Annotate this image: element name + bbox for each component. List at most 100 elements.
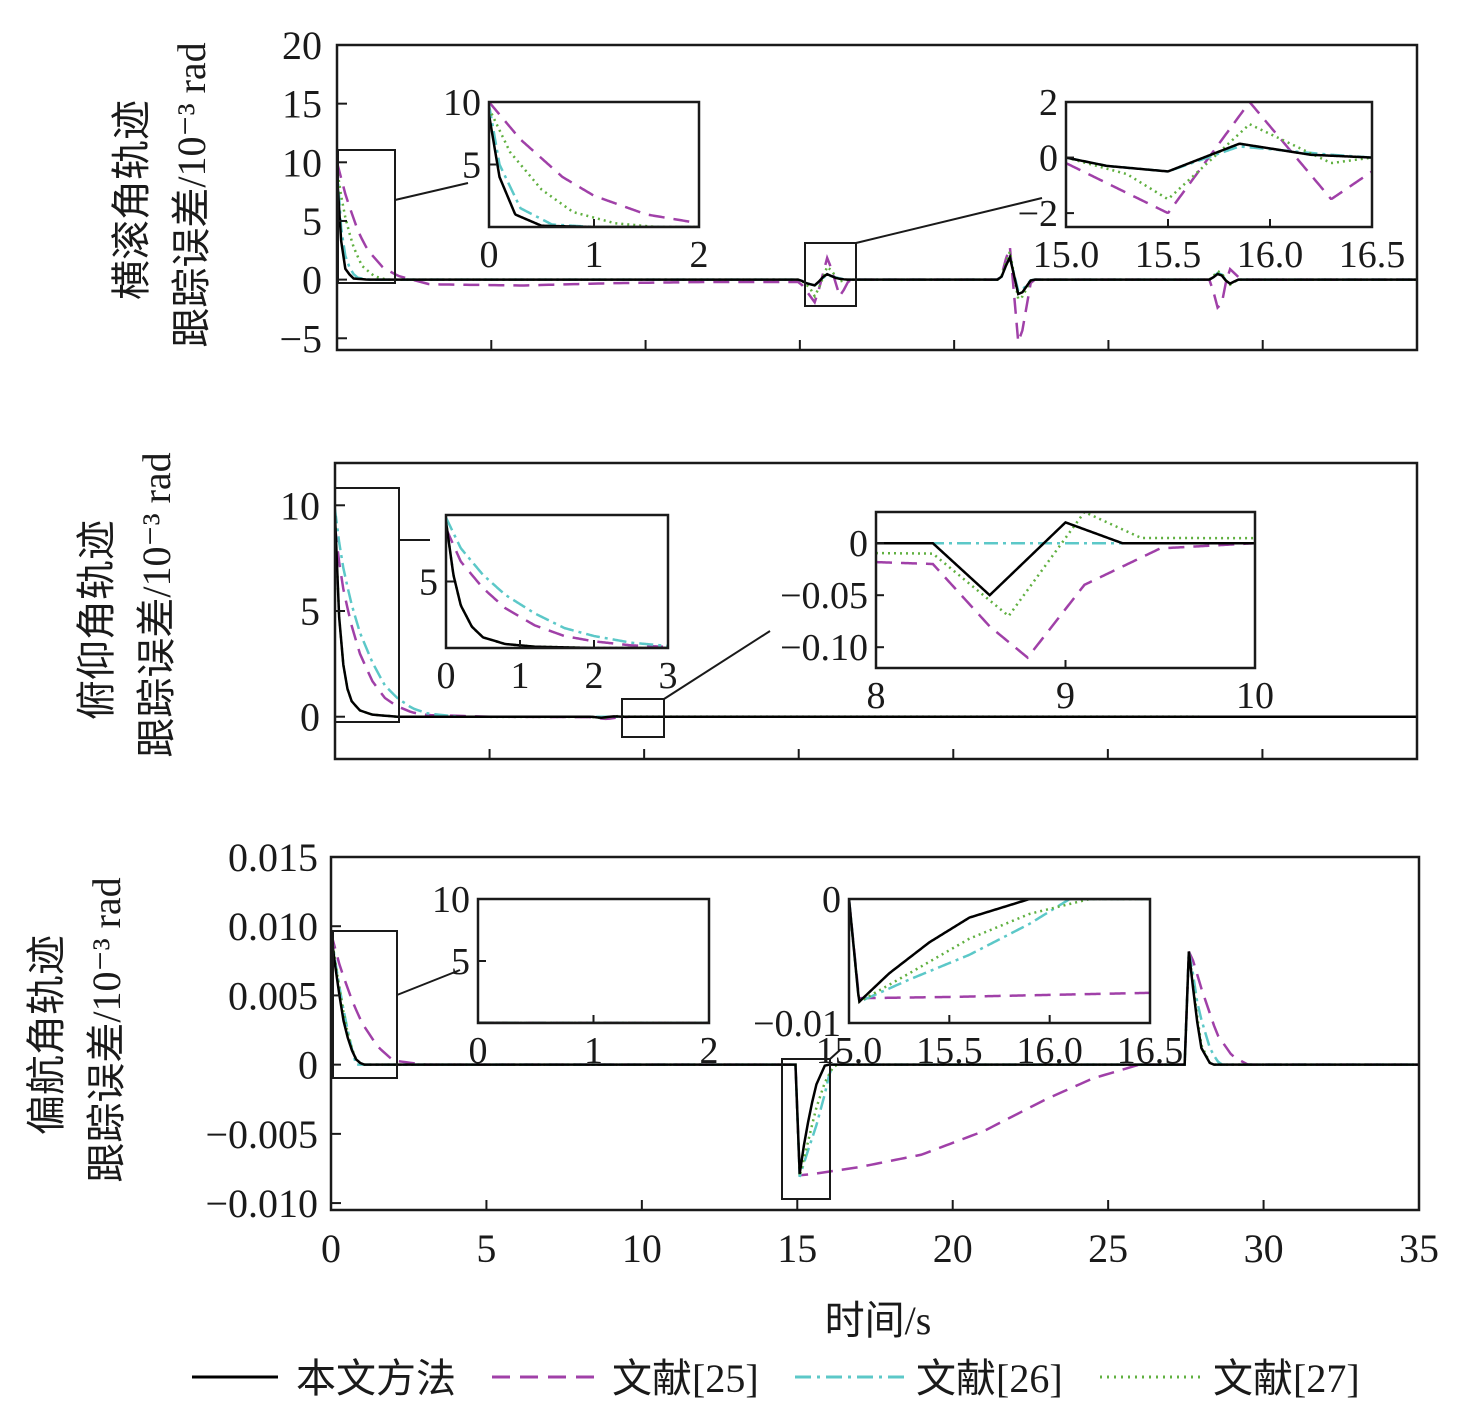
legend-label-ours: 本文方法 (296, 1356, 456, 1401)
panel2-inset2-series-ref27 (876, 512, 1255, 618)
panel3-inset2-series-ref25 (849, 899, 1150, 1000)
panel3-ytick-label: 0.005 (228, 973, 318, 1018)
panel3-inset2-ytick-label: −0.01 (753, 1003, 841, 1045)
panel3-xtick-label: 10 (622, 1226, 662, 1271)
panel3-xtick-label: 20 (933, 1226, 973, 1271)
panel1-inset2-frame (1064, 100, 1374, 229)
panel1-inset2-xtick-label: 16.0 (1237, 234, 1304, 276)
panel2-inset1-ytick-label: 5 (419, 562, 438, 604)
panel1-inset1-xtick-label: 1 (585, 234, 604, 276)
panel1-zoom-connector (394, 182, 469, 201)
panel1-inset2-xtick-label: 15.5 (1135, 234, 1202, 276)
panel1-inset1-xtick-label: 2 (690, 234, 709, 276)
panel2-inset2-background (876, 512, 1255, 668)
panel1-series-ref25 (337, 161, 1417, 343)
panel1-inset1-xtick-label: 0 (480, 234, 499, 276)
panel3-ylabel-line1: 偏航角轨迹 (24, 935, 69, 1135)
panel3-ytick-label: −0.010 (205, 1181, 318, 1226)
panel3-series-ours (331, 932, 1419, 1175)
panel3-zoom-connector (396, 969, 461, 996)
panel3-ytick-label: 0.010 (228, 904, 318, 949)
panel2-inset1-series-ref25 (446, 527, 668, 648)
legend-label-ref27: 文献[27] (1213, 1356, 1360, 1401)
panel3-xtick-label: 5 (476, 1226, 496, 1271)
panel2-zoom-connector (663, 630, 771, 700)
panel1-inset2-background (1066, 102, 1372, 227)
panel2-series-ours (335, 515, 1417, 719)
panel2-inset2-xtick-label: 10 (1236, 675, 1274, 717)
panel1-ylabel-line2: 跟踪误差/10⁻³ rad (169, 42, 214, 347)
panel3-zoom-box (332, 930, 398, 1079)
legend-label-ref26: 文献[26] (916, 1356, 1063, 1401)
panel1-inset2-ytick-label: 2 (1039, 82, 1058, 124)
panel3-zoom-box (781, 1058, 831, 1200)
legend-label-ref25: 文献[25] (612, 1356, 759, 1401)
panel1-ytick-label: −5 (279, 316, 322, 361)
x-axis-title: 时间/s (825, 1298, 932, 1343)
panel3-xtick-label: 25 (1088, 1226, 1128, 1271)
panel3-ylabel-line2: 跟踪误差/10⁻³ rad (84, 877, 129, 1182)
panel2-inset2-ytick-label: −0.05 (780, 575, 868, 617)
panel3-inset2-xtick-label: 16.5 (1117, 1030, 1184, 1072)
panel3-zoom-connector (829, 1049, 841, 1060)
panel1-ytick-label: 15 (282, 82, 322, 127)
panel3-xtick-label: 30 (1244, 1226, 1284, 1271)
panel1-ytick-label: 5 (302, 199, 322, 244)
panel3-inset1-xtick-label: 0 (469, 1030, 488, 1072)
panel3-axes-frame (329, 855, 1421, 1212)
panel3-inset1-xtick-label: 1 (584, 1030, 603, 1072)
panel1-ytick-label: 10 (282, 140, 322, 185)
panel3-inset1-ytick-label: 5 (451, 941, 470, 983)
panel3-inset2-xtick-label: 16.0 (1016, 1030, 1083, 1072)
panel1-inset2-series-ref25 (1066, 102, 1372, 215)
panel3-inset2-series-ours (849, 899, 1150, 1005)
panel1-inset1-ytick-label: 10 (443, 82, 481, 124)
panel3-ytick-label: 0 (298, 1043, 318, 1088)
panel2-inset2-series-ref25 (876, 541, 1255, 660)
panel3-ytick-label: −0.005 (205, 1112, 318, 1157)
legend: 本文方法 文献[25] 文献[26] 文献[27] (192, 1356, 1360, 1401)
panel2-ytick-label: 5 (300, 589, 320, 634)
panel3-xtick-label: 0 (321, 1226, 341, 1271)
panel1-series-ours (337, 173, 1417, 296)
panel2-inset1-xtick-label: 1 (511, 655, 530, 697)
panel1-inset2-ytick-label: −2 (1018, 193, 1058, 235)
panel3-xtick-label: 35 (1399, 1226, 1439, 1271)
panel3-inset2-series-ref26 (849, 899, 1150, 1004)
panel2-inset2-series-ours (876, 520, 1255, 597)
panel2-inset2-xtick-label: 9 (1056, 675, 1075, 717)
panel2-ylabel-line2: 跟踪误差/10⁻³ rad (134, 452, 179, 757)
panel1-inset1-background (489, 102, 699, 227)
panel3-xtick-label: 15 (777, 1226, 817, 1271)
panel3-inset2-xtick-label: 15.0 (816, 1030, 883, 1072)
panel3-inset2-xtick-label: 15.5 (916, 1030, 983, 1072)
panel3-inset1-background (478, 899, 709, 1023)
panel1-inset1-series-ref25 (489, 102, 699, 225)
panel2-zoom-box (621, 698, 665, 738)
panel2-ytick-label: 0 (300, 695, 320, 740)
panel1-ytick-label: 0 (302, 258, 322, 303)
panel2-inset2-xtick-label: 8 (867, 675, 886, 717)
panel1-inset2-ytick-label: 0 (1039, 138, 1058, 180)
panel3-inset2-frame (847, 897, 1152, 1025)
panel3-inset1-xtick-label: 2 (700, 1030, 719, 1072)
panel2-ytick-label: 10 (280, 483, 320, 528)
panel3-inset1-ytick-label: 10 (432, 879, 470, 921)
panel1-inset1-ytick-label: 5 (462, 145, 481, 187)
panel3-ytick-label: 0.015 (228, 835, 318, 880)
panel3-inset2-background (849, 899, 1150, 1023)
panel1-zoom-box (337, 149, 396, 284)
panel2-ylabel-line1: 俯仰角轨迹 (74, 520, 119, 720)
panel1-inset2-xtick-label: 16.5 (1339, 234, 1406, 276)
panel2-zoom-box (334, 487, 400, 723)
panel2-inset1-xtick-label: 2 (585, 655, 604, 697)
panel2-inset1-xtick-label: 3 (659, 655, 678, 697)
panel1-zoom-box (804, 242, 857, 307)
panel1-zoom-connector (855, 197, 1043, 244)
panel2-inset1-background (446, 515, 668, 648)
panel2-inset1-xtick-label: 0 (437, 655, 456, 697)
panel1-inset2-xtick-label: 15.0 (1033, 234, 1100, 276)
panel1-inset1-series-ref26 (489, 104, 699, 227)
panel1-inset1-series-ref27 (489, 107, 699, 227)
